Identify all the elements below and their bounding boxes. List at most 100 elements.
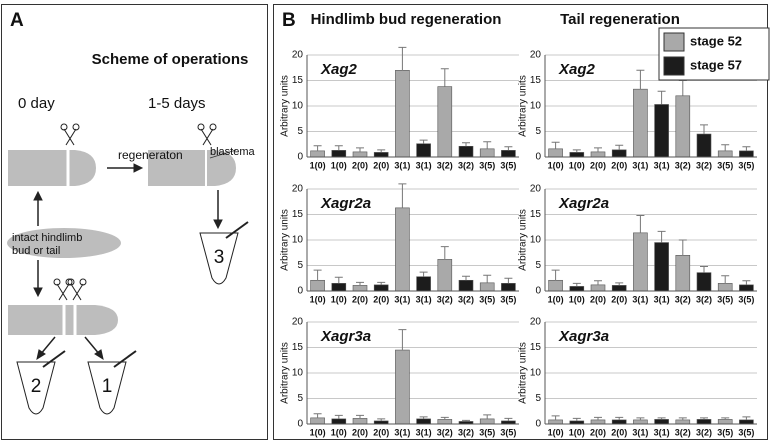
bar bbox=[590, 419, 606, 425]
error-bar bbox=[551, 141, 560, 149]
error-bar bbox=[462, 275, 470, 281]
x-tick-label: 2(0) bbox=[352, 294, 368, 304]
x-tick-label: 3(2) bbox=[675, 294, 691, 304]
pointer bbox=[209, 149, 237, 159]
legend-swatch bbox=[663, 56, 685, 76]
bar bbox=[717, 283, 733, 292]
legend-label: stage 52 bbox=[690, 33, 742, 48]
bar bbox=[633, 232, 648, 292]
error-bar bbox=[334, 145, 343, 151]
y-axis-label: Arbitrary units bbox=[280, 209, 291, 271]
x-tick-label: 3(2) bbox=[696, 160, 712, 170]
x-tick-label: 3(2) bbox=[696, 294, 712, 304]
error-bar bbox=[678, 417, 687, 420]
error-bar bbox=[721, 275, 730, 284]
error-bar bbox=[636, 215, 645, 233]
bar bbox=[654, 104, 669, 158]
error-bar bbox=[572, 417, 581, 421]
chart-title: Xag2 bbox=[320, 61, 358, 78]
error-bar bbox=[377, 149, 386, 153]
bar bbox=[395, 70, 410, 158]
error-bar bbox=[572, 282, 581, 287]
error-bar bbox=[700, 266, 708, 273]
arrowhead bbox=[33, 287, 43, 298]
error-bar bbox=[678, 239, 687, 256]
scissors bbox=[53, 278, 73, 301]
error-bar bbox=[440, 416, 449, 420]
error-bar bbox=[313, 269, 322, 281]
bar bbox=[501, 283, 516, 292]
bar bbox=[479, 418, 495, 425]
tube bbox=[199, 232, 239, 285]
y-tick-label: 5 bbox=[535, 260, 541, 271]
bar bbox=[548, 279, 563, 292]
tube-number: 2 bbox=[31, 376, 42, 397]
error-bar bbox=[419, 271, 428, 277]
x-tick-label: 2(0) bbox=[352, 160, 368, 170]
bar bbox=[717, 150, 733, 158]
bar bbox=[675, 255, 691, 292]
x-tick-label: 3(5) bbox=[717, 427, 733, 437]
error-bar bbox=[462, 142, 470, 147]
error-bar bbox=[356, 414, 364, 419]
x-tick-label: 3(1) bbox=[416, 427, 432, 437]
bar bbox=[310, 417, 325, 425]
y-tick-label: 15 bbox=[292, 342, 304, 353]
error-bar bbox=[398, 183, 407, 208]
y-tick-label: 0 bbox=[535, 286, 541, 297]
y-tick-label: 20 bbox=[292, 317, 304, 328]
error-bar bbox=[721, 417, 730, 420]
error-bar bbox=[483, 414, 492, 419]
y-tick-label: 15 bbox=[292, 75, 304, 86]
bar bbox=[611, 419, 627, 425]
label: blastema bbox=[210, 146, 256, 158]
bar bbox=[611, 149, 627, 158]
bar bbox=[739, 150, 754, 158]
error-bar bbox=[483, 274, 492, 283]
y-tick-label: 0 bbox=[297, 152, 303, 163]
error-bar bbox=[313, 145, 322, 151]
x-tick-label: 3(1) bbox=[632, 160, 648, 170]
x-tick-label: 2(0) bbox=[590, 294, 606, 304]
intact-bud bbox=[7, 228, 121, 258]
bar bbox=[458, 279, 474, 292]
scheme: blastema intact hindlimb bud or tail reg… bbox=[7, 123, 256, 415]
chart-title: Xagr3a bbox=[558, 328, 609, 345]
x-tick-label: 1(0) bbox=[331, 294, 347, 304]
bar bbox=[717, 419, 733, 425]
chart-title: Xagr2a bbox=[320, 195, 371, 212]
arrowhead bbox=[213, 219, 223, 230]
x-tick-label: 3(1) bbox=[632, 427, 648, 437]
error-bar bbox=[657, 417, 666, 420]
bar bbox=[654, 419, 669, 425]
bar bbox=[696, 133, 712, 158]
x-tick-label: 3(1) bbox=[632, 294, 648, 304]
x-tick-label: 2(0) bbox=[373, 294, 389, 304]
bar bbox=[352, 151, 368, 158]
x-tick-label: 1(0) bbox=[548, 427, 564, 437]
y-tick-label: 20 bbox=[530, 184, 542, 195]
scissors bbox=[67, 278, 87, 301]
bar bbox=[437, 86, 453, 158]
bar bbox=[416, 143, 431, 158]
y-tick-label: 5 bbox=[297, 260, 303, 271]
x-tick-label: 3(1) bbox=[654, 427, 670, 437]
x-tick-label: 3(2) bbox=[458, 294, 474, 304]
y-tick-label: 10 bbox=[530, 101, 542, 112]
error-bar bbox=[398, 329, 407, 351]
x-tick-label: 2(0) bbox=[373, 427, 389, 437]
y-tick-label: 10 bbox=[292, 368, 304, 379]
x-tick-label: 3(1) bbox=[416, 160, 432, 170]
bud bbox=[8, 150, 96, 186]
x-tick-label: 2(0) bbox=[352, 427, 368, 437]
tube bbox=[16, 361, 56, 415]
panel-label: A bbox=[10, 10, 24, 31]
x-tick-label: 1(0) bbox=[569, 294, 585, 304]
x-tick-label: 3(1) bbox=[654, 294, 670, 304]
y-tick-label: 5 bbox=[535, 126, 541, 137]
x-tick-label: 2(0) bbox=[611, 294, 627, 304]
arrowhead bbox=[94, 349, 104, 361]
pipette bbox=[225, 221, 249, 239]
error-bar bbox=[636, 69, 645, 90]
